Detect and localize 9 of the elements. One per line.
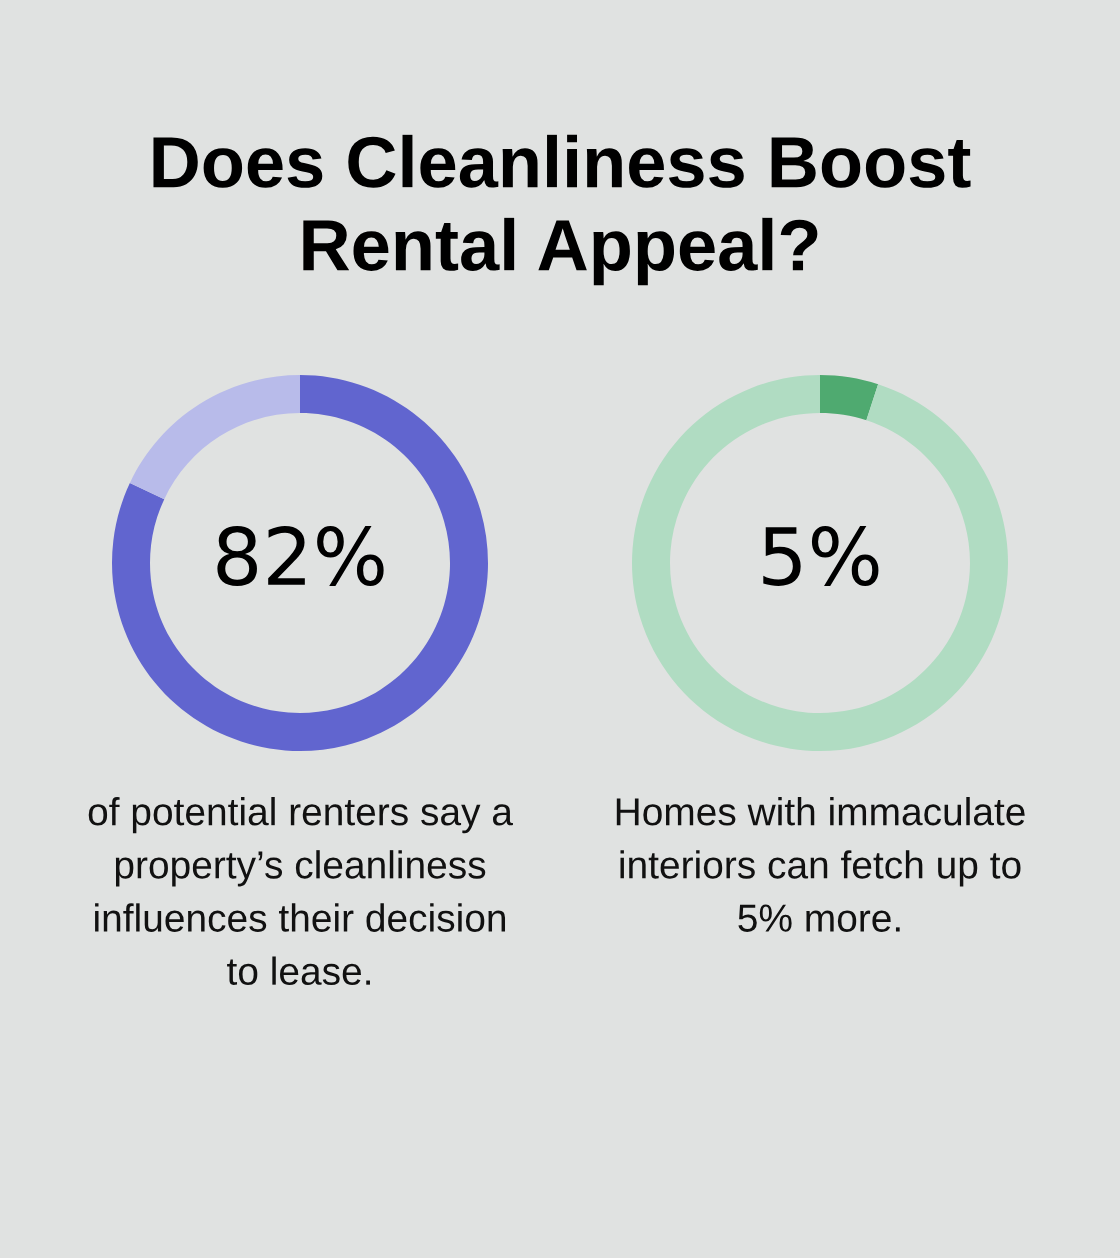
text: Homes with immaculate interiors can fetch up to 5% more. — [616, 797, 1025, 932]
donut-slice — [632, 375, 1008, 751]
text: of potential renters say a property’s cleanliness influences their decision to lease. — [88, 797, 513, 986]
chart-title: Does Cleanliness Boost Rental Appeal? — [153, 134, 971, 286]
donut-slice — [129, 375, 300, 500]
donut-slice — [820, 375, 879, 421]
donut-slice — [112, 375, 488, 751]
data-label: 82% — [217, 526, 384, 586]
data-label: 5% — [763, 526, 879, 586]
